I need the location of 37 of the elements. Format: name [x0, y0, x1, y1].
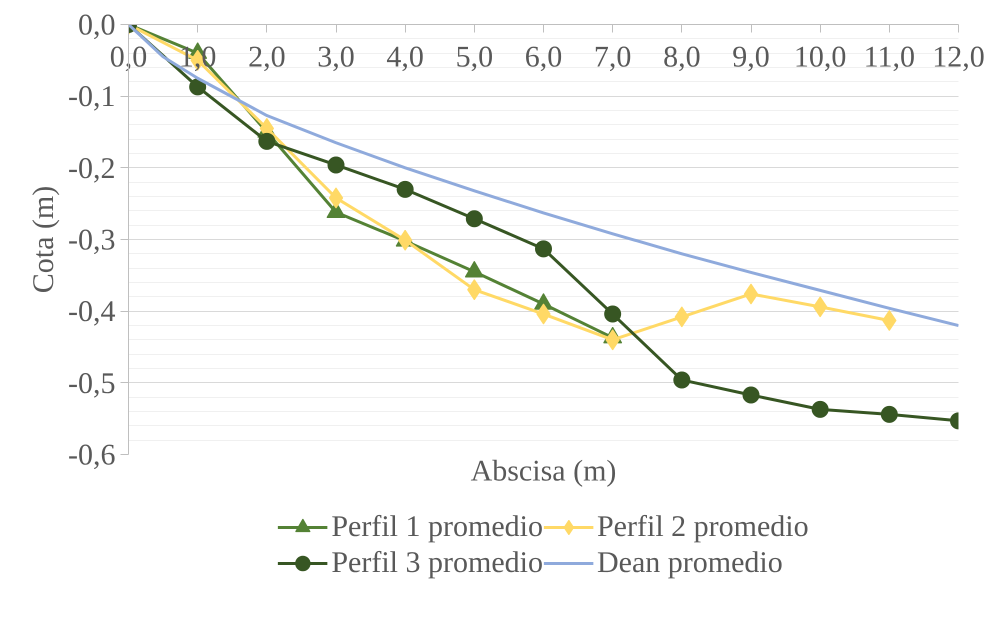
x-tick-label: 0,0: [110, 40, 148, 74]
legend-label: Dean promedio: [597, 545, 783, 581]
point: [189, 78, 206, 96]
x-tick-label: 11,0: [864, 40, 916, 74]
y-tick-label: -0,2: [68, 152, 116, 185]
x-tick-label: 8,0: [663, 40, 701, 74]
point: [812, 400, 829, 418]
point: [742, 386, 760, 404]
x-tick-label: 9,0: [732, 40, 770, 74]
legend-label: Perfil 3 promedio: [331, 545, 543, 581]
x-tick-label: 2,0: [248, 40, 286, 74]
x-tick-label: 3,0: [317, 40, 355, 74]
x-tick-label: 6,0: [524, 40, 562, 74]
point: [604, 306, 622, 323]
x-tick-label: 12,0: [932, 40, 985, 74]
y-tick-label: -0,5: [68, 366, 116, 400]
point: [535, 240, 552, 258]
y-tick-label: -0,3: [68, 224, 116, 256]
y-tick-label: 0,0: [78, 8, 116, 42]
x-axis-title: Abscisa (m): [470, 454, 616, 488]
x-tick-label: 1,0: [178, 40, 216, 74]
y-tick-label: -0,4: [68, 295, 116, 328]
point: [396, 180, 414, 198]
point: [258, 132, 276, 150]
y-tick-label: -0,6: [68, 438, 116, 472]
x-tick-label: 4,0: [386, 40, 424, 74]
point: [673, 371, 690, 388]
x-tick-label: 7,0: [594, 40, 632, 74]
legend-label: Perfil 2 promedio: [597, 509, 809, 545]
point: [880, 406, 898, 423]
point: [328, 156, 344, 174]
x-tick-label: 10,0: [794, 40, 846, 74]
x-tick-label: 5,0: [456, 40, 494, 74]
legend-label: Perfil 1 promedio: [331, 509, 543, 545]
point: [466, 210, 483, 228]
y-tick-label: -0,1: [68, 80, 116, 114]
y-axis-title: Cota (m): [27, 186, 60, 294]
